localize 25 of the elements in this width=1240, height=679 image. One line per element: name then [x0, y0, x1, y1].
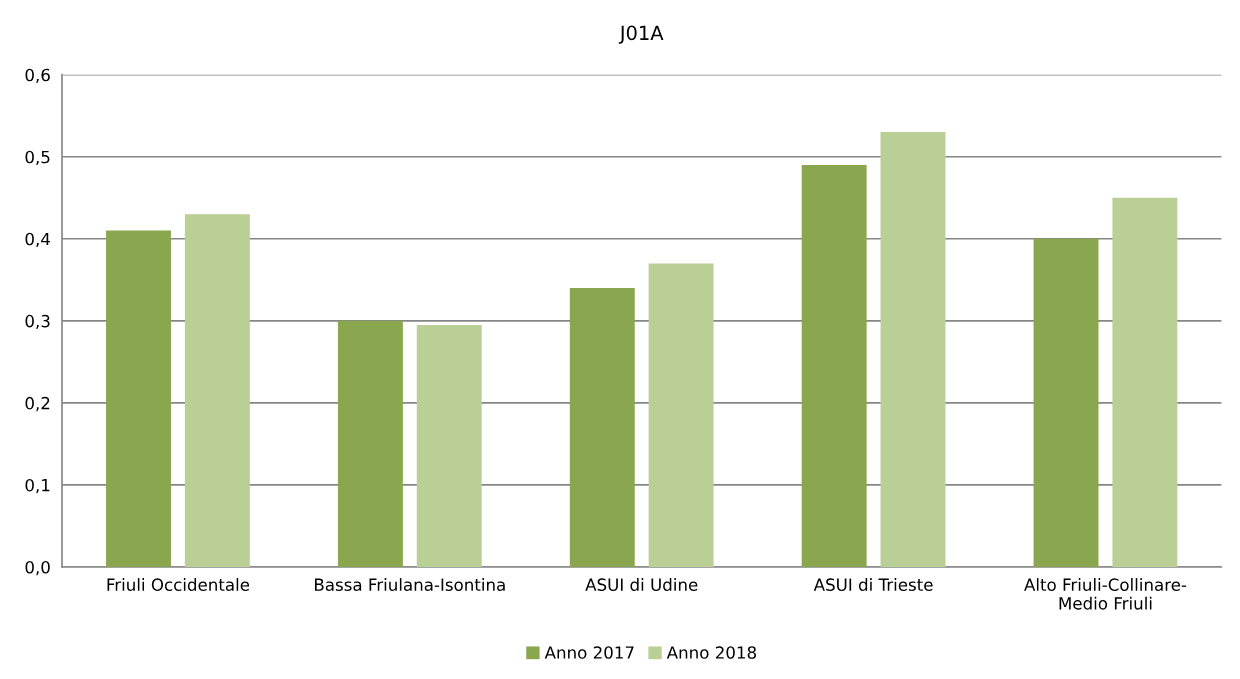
bar: [337, 320, 403, 567]
bar: [880, 132, 946, 567]
x-tick-label: Alto Friuli-Collinare- Medio Friuli: [1024, 578, 1187, 610]
bar: [184, 214, 250, 567]
bar: [106, 230, 171, 567]
x-tick-label: Friuli Occidentale: [107, 578, 250, 591]
chart-title: J01A: [618, 25, 664, 44]
bar: [648, 263, 714, 567]
legend-label: Anno 2018: [666, 646, 756, 659]
y-tick-label: 0,2: [25, 396, 50, 412]
x-tick-label: ASUI di Trieste: [813, 578, 933, 591]
y-tick-label: 0,4: [25, 232, 50, 248]
bar: [1033, 238, 1099, 567]
bar: [1112, 197, 1178, 567]
y-tick-label: 0,0: [25, 560, 50, 576]
legend-label: Anno 2017: [544, 646, 634, 659]
y-tick-label: 0,6: [25, 68, 50, 83]
y-tick-label: 0,3: [25, 314, 50, 330]
y-tick-label: 0,1: [25, 478, 50, 494]
bar: [801, 164, 867, 567]
x-tick-label: Bassa Friulana-Isontina: [315, 578, 505, 591]
x-tick-label: ASUI di Udine: [585, 578, 698, 591]
bar: [569, 288, 635, 567]
bar: [416, 324, 482, 567]
y-tick-label: 0,5: [25, 150, 50, 166]
